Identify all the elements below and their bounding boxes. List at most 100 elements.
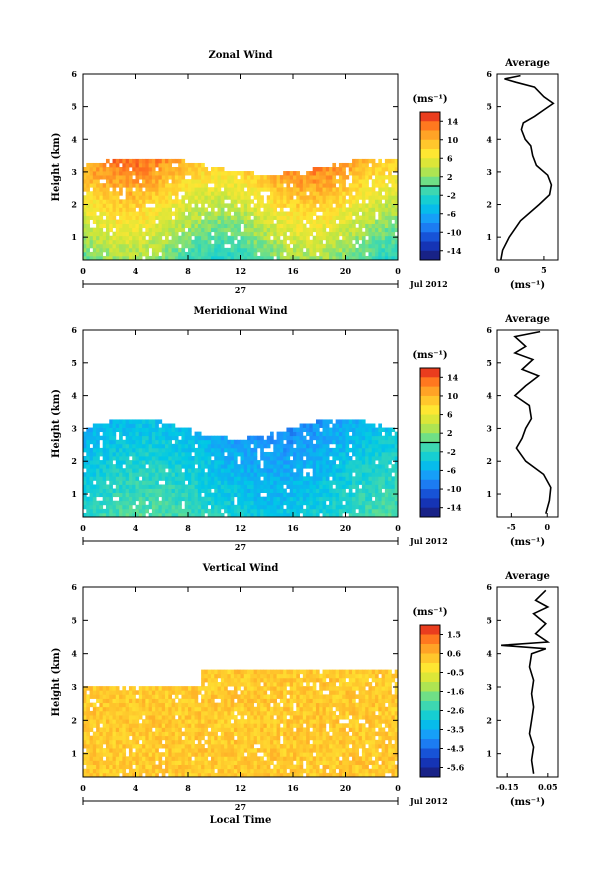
heatmap-cell [368,508,373,514]
heatmap-cell [194,496,199,502]
heatmap-cell [83,500,87,506]
heatmap-cell [378,162,382,168]
colorbar-segment [420,223,440,233]
heatmap-cell [99,735,104,741]
heatmap-cell [128,158,133,164]
heatmap-cell [276,239,281,245]
heatmap-cell [158,476,163,481]
heatmap-cell [165,484,169,489]
heatmap-cell [391,504,396,510]
heatmap-cell [391,456,396,461]
heatmap-cell [184,512,189,518]
heatmap-cell [270,199,274,204]
heatmap-cell [132,158,136,164]
heatmap-cell [335,508,340,514]
heatmap-cell [230,247,235,253]
heatmap-cell [266,203,271,208]
heatmap-cell [83,710,87,716]
heatmap-cell [368,496,373,502]
heatmap-cell [135,739,140,745]
heatmap-cell [266,255,271,261]
heatmap-cell [352,460,356,465]
heatmap-cell [335,207,340,212]
colorbar-tick-label: 2 [447,428,453,438]
heatmap-cell [293,235,297,241]
heatmap-cell [230,500,235,506]
heatmap-cell [260,512,264,518]
heatmap-cell [230,464,235,469]
heatmap-cell [375,191,379,196]
heatmap-cell [168,171,172,176]
heatmap-cell [92,723,97,728]
heatmap-cell [256,175,261,180]
heatmap-cell [394,167,399,172]
heatmap-cell [122,419,127,424]
heatmap-cell [361,183,366,188]
heatmap-cell [86,435,90,441]
heatmap-cell [207,468,212,473]
heatmap-cell [329,239,333,245]
heatmap-cell [96,748,100,753]
heatmap-cell [233,460,238,465]
heatmap-cell [361,243,366,249]
heatmap-cell [329,492,333,498]
heatmap-cell [119,207,123,212]
heatmap-cell [128,219,133,225]
heatmap-cell [96,247,100,253]
heatmap-cell [384,443,389,449]
heatmap-cell [122,460,127,465]
heatmap-cell [89,484,94,489]
heatmap-cell [243,223,248,229]
heatmap-cell [273,451,277,457]
heatmap-cell [158,231,163,237]
heatmap-cell [184,239,189,245]
heatmap-cell [224,508,228,514]
heatmap-cell [263,203,268,208]
heatmap-cell [342,203,346,208]
heatmap-cell [125,694,130,699]
heatmap-cell [115,464,120,469]
heatmap-cell [348,512,353,518]
heatmap-cell [109,239,113,245]
heatmap-cell [86,451,90,457]
heatmap-cell [247,484,251,489]
heatmap-cell [332,500,337,506]
heatmap-cell [224,239,228,245]
heatmap-cell [168,764,172,770]
heatmap-cell [178,223,182,229]
heatmap-cell [96,756,100,761]
heatmap-cell [394,435,399,441]
heatmap-cell [128,476,133,481]
heatmap-cell [266,500,271,506]
colorbar-segment [420,121,440,131]
heatmap-cell [329,203,333,208]
heatmap-cell [214,211,218,216]
heatmap-cell [273,243,277,249]
heatmap-cell [378,492,382,498]
heatmap-cell [112,419,117,424]
heatmap-cell [125,756,130,761]
heatmap-cell [99,423,104,428]
heatmap-cell [115,698,120,704]
heatmap-cell [358,223,363,229]
heatmap-cell [312,508,317,514]
heatmap-cell [188,702,192,708]
heatmap-cell [161,460,166,465]
heatmap-cell [260,251,264,257]
heatmap-cell [352,171,356,176]
heatmap-cell [178,464,182,469]
heatmap-cell [315,480,320,485]
heatmap-cell [191,439,195,445]
heatmap-cell [348,255,353,261]
heatmap-cell [138,175,143,180]
heatmap-cell [115,219,120,225]
heatmap-cell [315,476,320,481]
heatmap-cell [338,223,343,229]
heatmap-cell [361,419,366,424]
heatmap-cell [371,500,376,506]
heatmap-cell [119,468,123,473]
heatmap-cell [135,764,140,770]
heatmap-cell [352,504,356,510]
heatmap-cell [322,443,327,449]
heatmap-cell [342,456,346,461]
